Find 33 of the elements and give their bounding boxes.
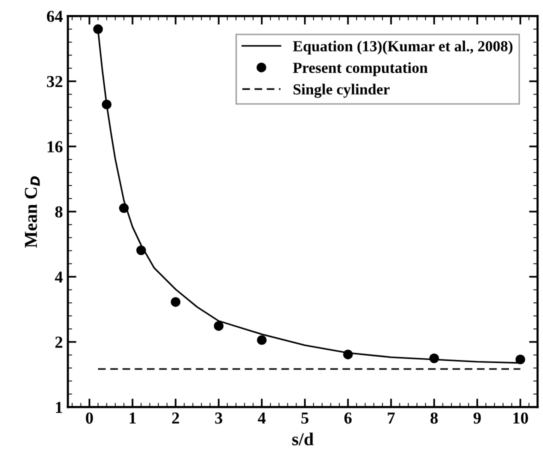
point xyxy=(343,350,353,360)
x-axis-title: s/d xyxy=(292,432,314,446)
y-tick-label: 8 xyxy=(55,206,62,218)
legend-label: Equation (13)(Kumar et al., 2008) xyxy=(292,40,512,54)
x-tick-label: 9 xyxy=(474,412,481,424)
y-tick-label: 1 xyxy=(56,402,62,413)
y-tick-label: 2 xyxy=(55,336,62,348)
x-tick-label: 4 xyxy=(258,412,266,424)
x-tick-label: 6 xyxy=(344,412,352,424)
x-tick-label: 2 xyxy=(172,412,180,424)
point xyxy=(170,297,180,307)
x-tick-label: 10 xyxy=(513,412,528,424)
x-tick-label: 0 xyxy=(86,412,93,424)
x-tick-label: 1 xyxy=(130,412,136,424)
x-tick-label: 3 xyxy=(215,412,222,424)
y-tick-label: 4 xyxy=(54,272,63,283)
point xyxy=(256,335,267,345)
x-tick-label: 5 xyxy=(301,412,308,424)
y-axis-title: Mean C$_{D}$ xyxy=(24,176,40,248)
point xyxy=(119,203,129,213)
legend-label: Present computation xyxy=(292,62,428,76)
y-tick-label: 64 xyxy=(46,10,63,22)
point xyxy=(102,100,112,110)
y-tick-label: 32 xyxy=(46,76,62,88)
legend-label: Single cylinder xyxy=(294,84,390,98)
point xyxy=(515,354,526,364)
point xyxy=(214,321,224,331)
point xyxy=(93,24,103,34)
point xyxy=(429,353,440,364)
x-tick-label: 8 xyxy=(430,412,438,424)
point xyxy=(136,245,146,256)
y-tick-label: 16 xyxy=(48,141,63,152)
x-tick-label: 7 xyxy=(388,412,395,424)
